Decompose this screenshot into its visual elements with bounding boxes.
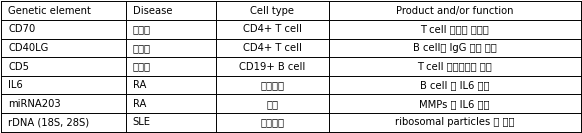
Text: CD70: CD70 xyxy=(8,24,36,34)
Text: RA: RA xyxy=(133,99,146,109)
Text: CD40LG: CD40LG xyxy=(8,43,49,53)
Text: SLE: SLE xyxy=(133,117,151,127)
Text: MMPs 와 IL6 분비: MMPs 와 IL6 분비 xyxy=(420,99,490,109)
Text: CD5: CD5 xyxy=(8,61,29,72)
Text: B cell의 IgG 과도 생성: B cell의 IgG 과도 생성 xyxy=(413,43,496,53)
Text: 루푸스: 루푸스 xyxy=(133,61,151,72)
Text: Product and/or function: Product and/or function xyxy=(396,6,513,16)
Text: T cell 사이토카인 형성: T cell 사이토카인 형성 xyxy=(417,61,492,72)
Text: 말초세포: 말초세포 xyxy=(260,80,284,90)
Text: B cell 과 IL6 관계: B cell 과 IL6 관계 xyxy=(420,80,489,90)
Text: CD19+ B cell: CD19+ B cell xyxy=(239,61,306,72)
Text: rDNA (18S, 28S): rDNA (18S, 28S) xyxy=(8,117,90,127)
Text: Genetic element: Genetic element xyxy=(8,6,91,16)
Text: 혈액: 혈액 xyxy=(266,99,278,109)
Text: CD4+ T cell: CD4+ T cell xyxy=(243,43,301,53)
Text: ribosomal particles 의 일부: ribosomal particles 의 일부 xyxy=(395,117,514,127)
Text: 루푸스: 루푸스 xyxy=(133,24,151,34)
Text: 말초세포: 말초세포 xyxy=(260,117,284,127)
Text: IL6: IL6 xyxy=(8,80,23,90)
Text: miRNA203: miRNA203 xyxy=(8,99,61,109)
Text: Disease: Disease xyxy=(133,6,172,16)
Text: CD4+ T cell: CD4+ T cell xyxy=(243,24,301,34)
Text: T cell 증식에 관여함: T cell 증식에 관여함 xyxy=(420,24,489,34)
Text: RA: RA xyxy=(133,80,146,90)
Text: 루푸스: 루푸스 xyxy=(133,43,151,53)
Text: Cell type: Cell type xyxy=(250,6,294,16)
